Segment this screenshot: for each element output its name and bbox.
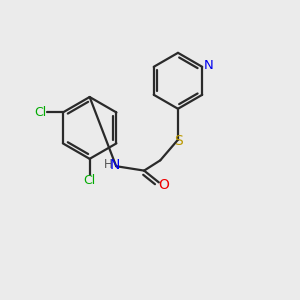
Text: Cl: Cl <box>35 106 47 119</box>
Text: Cl: Cl <box>83 174 96 187</box>
Text: H: H <box>103 158 112 171</box>
Text: O: O <box>159 178 170 192</box>
Text: S: S <box>175 134 183 148</box>
Text: N: N <box>204 59 214 72</box>
Text: N: N <box>110 158 120 172</box>
